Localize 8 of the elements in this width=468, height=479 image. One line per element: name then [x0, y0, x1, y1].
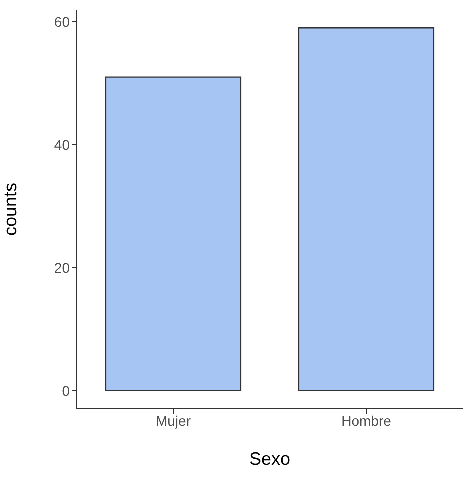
y-tick-label: 20: [54, 260, 70, 276]
y-axis-title: counts: [0, 182, 20, 236]
y-tick-label: 40: [54, 136, 70, 153]
x-tick-label: Mujer: [156, 412, 192, 429]
x-axis-title: Sexo: [249, 449, 291, 469]
y-tick-label: 0: [62, 382, 70, 399]
x-tick-label: Hombre: [342, 412, 392, 429]
y-tick-label: 60: [54, 14, 70, 30]
